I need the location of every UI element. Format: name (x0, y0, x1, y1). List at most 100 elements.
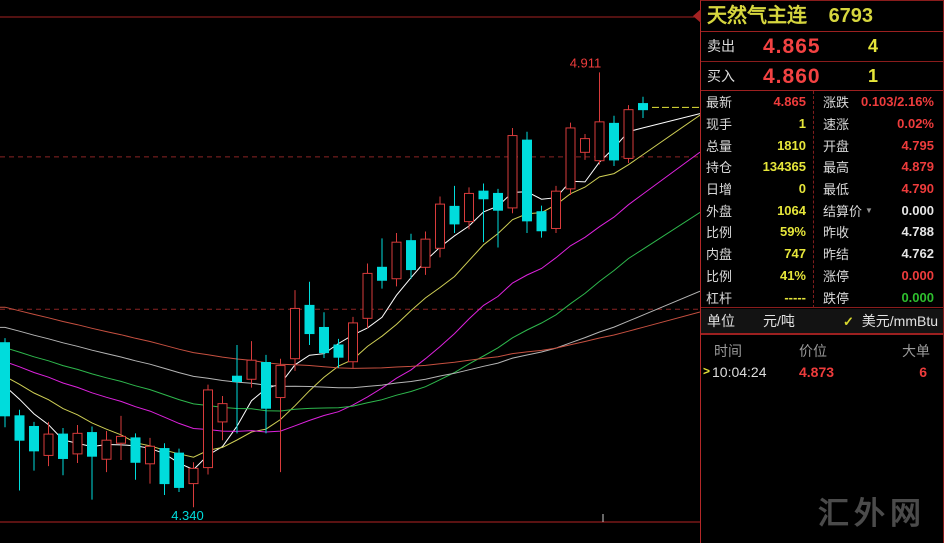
candle-body (478, 190, 489, 200)
candle-body (435, 203, 445, 249)
time-sales-panel: 时间 价位 大单 > 10:04:24 4.873 6 (701, 337, 943, 543)
candle-body (377, 266, 387, 281)
unit-usd: 美元/mmBtu (861, 313, 938, 329)
bid-row[interactable]: 买入 4.860 1 (701, 61, 943, 90)
candle-body (217, 403, 228, 423)
stat-last: 最新 4.865 (706, 94, 806, 111)
candle-body (348, 322, 358, 363)
stat-prev-settlement: 昨结 4.762 (823, 246, 934, 263)
candle-body (304, 304, 315, 335)
unit-cny[interactable]: 元/吨 (763, 313, 795, 329)
time-sales-row[interactable]: > 10:04:24 4.873 6 (701, 364, 943, 384)
header-size: 大单 (902, 343, 930, 359)
candle-body (551, 190, 561, 229)
dropdown-icon[interactable]: ▼ (865, 205, 873, 215)
candle-body (319, 326, 329, 354)
candle-body (0, 342, 10, 417)
candlestick-chart[interactable]: 4.911 4.340 (0, 0, 700, 543)
ask-size: 4 (867, 36, 878, 56)
candle-body (333, 344, 344, 358)
candle-body (623, 109, 634, 159)
candle-body (493, 192, 503, 211)
bid-size: 1 (867, 66, 878, 86)
stat-prev-close: 昨收 4.788 (823, 224, 934, 241)
units-label: 单位 (707, 313, 735, 329)
candle-body (14, 415, 25, 441)
stat-open-interest: 持仓 134365 (706, 159, 806, 176)
stats-column-divider (813, 91, 814, 308)
candle-body (594, 121, 605, 162)
time-sales-header: 时间 价位 大单 (701, 341, 943, 361)
candle-body (522, 139, 532, 222)
stat-limit-up: 涨停 0.000 (823, 267, 934, 284)
candle-body (72, 432, 83, 455)
ma-line (0, 211, 700, 412)
candle-body (159, 448, 170, 485)
ask-label: 卖出 (707, 38, 735, 54)
candle-body (609, 122, 619, 161)
candle-body (261, 362, 271, 409)
candle-body (174, 452, 184, 488)
row-arrow-icon: > (703, 364, 711, 378)
order-book: 卖出 4.865 4 买入 4.860 1 (701, 32, 943, 91)
stat-open: 开盘 4.795 (823, 137, 934, 154)
stat-change: 涨跌 0.103/2.16% (823, 94, 934, 111)
stat-high: 最高 4.879 (823, 159, 934, 176)
check-icon: ✓ (842, 314, 854, 329)
ma-line (0, 113, 700, 471)
header-time: 时间 (714, 343, 742, 359)
quote-panel: 天然气主连 6793 卖出 4.865 4 买入 4.860 1 最新 4.865… (693, 0, 944, 543)
candle-body (420, 238, 431, 268)
candle-body (449, 205, 460, 225)
candle-body (275, 365, 286, 399)
candle-body (362, 272, 373, 319)
watermark: 汇外网 (818, 496, 926, 531)
stat-outer-ratio: 比例 59% (706, 224, 806, 241)
stat-cur-lot: 现手 1 (706, 116, 806, 133)
candle-body (203, 389, 213, 469)
candle-body (130, 437, 141, 463)
candle-body (290, 307, 300, 360)
stat-low: 最低 4.790 (823, 181, 934, 198)
stat-inner-ratio: 比例 41% (706, 267, 806, 284)
candle-body (116, 435, 126, 444)
stat-inner-volume: 内盘 747 (706, 246, 806, 263)
high-price-label: 4.911 (570, 55, 602, 70)
candle-body (580, 138, 590, 153)
stat-volume: 总量 1810 (706, 137, 806, 154)
bid-price[interactable]: 4.860 (763, 65, 821, 88)
low-price-label: 4.340 (171, 508, 204, 523)
unit-usd-option[interactable]: ✓ 美元/mmBtu (843, 309, 938, 334)
candle-body (58, 433, 68, 459)
panel-collapse-icon[interactable] (693, 9, 701, 23)
stat-speed: 速涨 0.02% (823, 116, 934, 133)
stats-right-column: 涨跌 0.103/2.16% 速涨 0.02% 开盘 4.795 最高 4.879 最低… (814, 91, 943, 308)
stat-settlement: 结算价 ▼ 0.000 (823, 202, 934, 219)
candle-body (29, 425, 39, 452)
stat-limit-down: 跌停 0.000 (823, 289, 934, 306)
ma-line (0, 290, 700, 389)
stat-outer-volume: 外盘 1064 (706, 202, 806, 219)
trade-size: 6 (919, 364, 927, 380)
candle-body (246, 359, 257, 380)
trade-time: 10:04:24 (712, 364, 767, 380)
ask-price[interactable]: 4.865 (763, 35, 821, 58)
instrument-title: 天然气主连 6793 (701, 1, 943, 32)
bid-label: 买入 (707, 68, 735, 84)
candle-body (391, 241, 402, 280)
candle-body (464, 192, 474, 223)
ma-line (0, 306, 700, 369)
ma-line (0, 114, 700, 458)
ask-row[interactable]: 卖出 4.865 4 (701, 32, 943, 61)
stats-left-column: 最新 4.865 现手 1 总量 1810 持仓 134365 日增 0 外盘 1064 比… (701, 91, 813, 308)
candle-body (232, 375, 242, 383)
candle-body (536, 211, 547, 232)
candle-body (101, 439, 112, 460)
units-row: 单位 元/吨 ✓ 美元/mmBtu (701, 309, 943, 335)
instrument-name: 天然气主连 (707, 5, 807, 27)
candle-body (638, 103, 648, 111)
candle-body (43, 433, 54, 456)
ma-line (0, 151, 700, 433)
stat-daily-increase: 日增 0 (706, 181, 806, 198)
stat-leverage: 杠杆 ----- (706, 289, 806, 306)
